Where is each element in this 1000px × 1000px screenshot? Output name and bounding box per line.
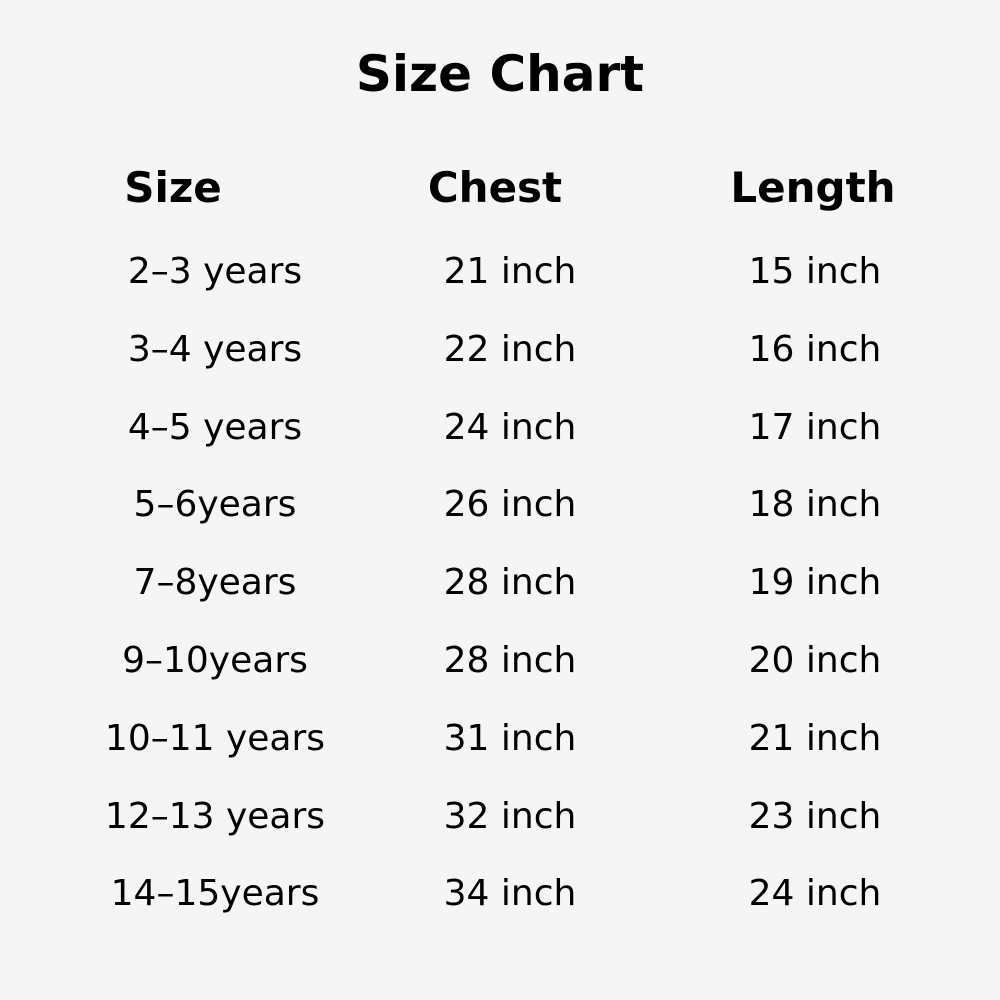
length-cell: 18 inch [748,484,882,526]
size-cell: 4–5 years [127,406,303,448]
header-size: Size [124,163,222,212]
length-cell: 16 inch [748,328,882,370]
length-cell: 17 inch [748,406,882,448]
chest-cell: 31 inch [443,717,577,759]
length-cell: 19 inch [748,562,882,604]
length-cell: 15 inch [748,251,882,292]
size-cell: 7–8years [133,562,297,604]
chest-cell: 34 inch [443,873,577,915]
length-cell: 24 inch [748,873,882,915]
page-title: Size Chart [355,45,645,103]
header-chest: Chest [427,163,563,212]
chest-cell: 32 inch [443,795,577,837]
size-cell: 3–4 years [127,328,303,370]
size-cell: 5–6years [133,484,297,526]
chest-cell: 21 inch [443,251,577,292]
length-cell: 20 inch [748,640,882,681]
chest-cell: 28 inch [443,562,577,604]
size-cell: 10–11 years [104,717,326,759]
length-cell: 23 inch [748,795,882,837]
size-cell: 12–13 years [104,795,326,837]
size-cell: 9–10years [122,640,308,681]
header-length: Length [730,163,896,212]
chest-cell: 24 inch [443,406,577,448]
chest-cell: 26 inch [443,484,577,526]
size-cell: 2–3 years [127,251,303,292]
chest-cell: 28 inch [443,640,577,681]
length-cell: 21 inch [748,717,882,759]
chest-cell: 22 inch [443,328,577,370]
size-cell: 14–15years [110,873,320,915]
